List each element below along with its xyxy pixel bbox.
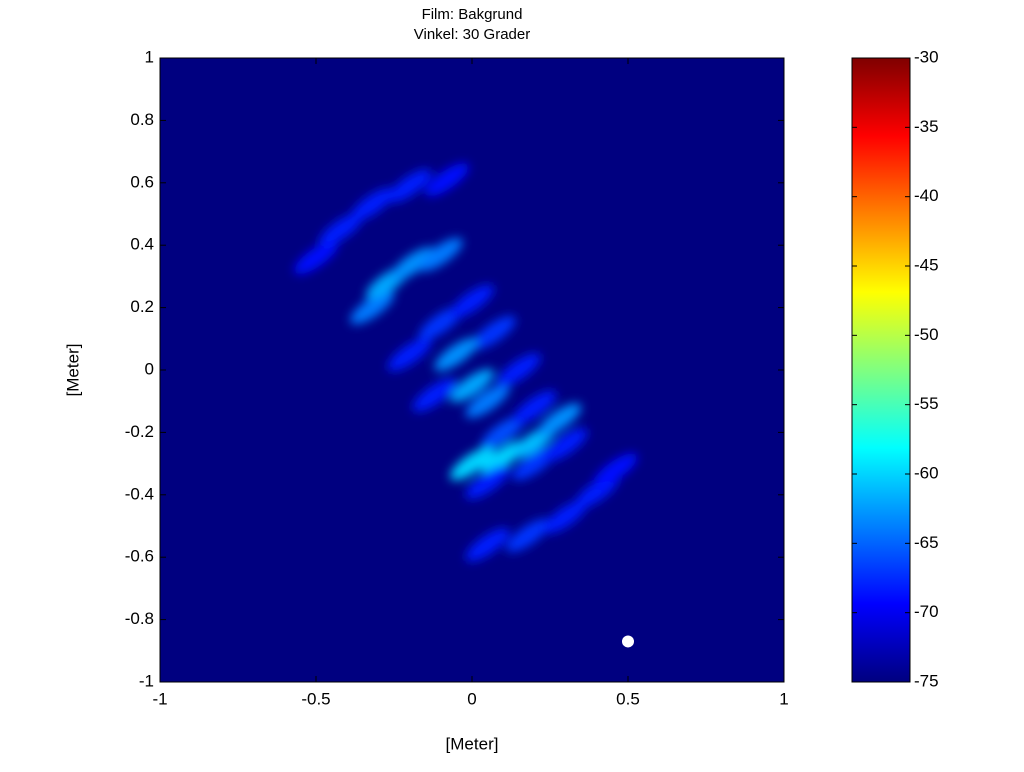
colorbar-tick-label: -70 [914,602,939,621]
y-tick-label: -0.8 [125,609,154,628]
y-tick-label: 0.6 [130,172,154,191]
colorbar-tick-label: -35 [914,117,939,136]
x-tick-label: 0.5 [616,689,640,708]
heat-spot [543,500,588,534]
heat-spot [390,247,435,281]
heat-spot [465,528,510,562]
heat-spot [425,163,469,197]
marker [622,635,634,648]
y-tick-label: -0.4 [125,484,154,503]
y-tick-label: 1 [145,47,154,66]
colorbar-tick-label: -75 [914,671,939,690]
colorbar-tick-label: -45 [914,255,939,274]
heat-spot [537,403,582,437]
heat-spot [465,465,510,499]
heat-spot [450,284,494,318]
colorbar-tick-label: -40 [914,186,939,205]
colorbar [851,57,911,683]
heat-spot [418,237,463,272]
heat-spot [387,337,432,372]
heat-spot [350,290,395,325]
heat-spot [506,518,551,552]
heat-spot [465,384,510,418]
colorbar-tick-label: -30 [914,47,939,66]
chart-title: Film: Bakgrund [422,6,523,23]
heat-spot [450,368,494,403]
y-tick-label: 0 [145,359,154,378]
y-axis-label: [Meter] [63,344,82,397]
heat-spot [496,353,541,387]
plot-background [160,58,784,682]
y-tick-label: 0.2 [130,297,154,316]
colorbar-tick-label: -60 [914,463,939,482]
heat-layer [294,163,638,562]
heat-spot [387,169,432,203]
x-axis-label: [Meter] [446,734,499,753]
heat-spot [593,453,638,487]
heat-spot [512,390,557,425]
heat-spot [319,212,363,247]
x-tick-label: 1 [779,689,788,708]
heat-spot [481,440,526,474]
x-tick-label: -1 [152,689,167,708]
y-tick-label: -0.6 [125,547,154,566]
y-tick-label: 0.8 [130,110,154,129]
y-tick-label: -0.2 [125,422,154,441]
colorbar-tick-label: -65 [914,533,939,552]
x-tick-label: -0.5 [301,689,330,708]
heat-spot [543,428,588,462]
heat-spot [412,378,457,412]
chart-subtitle: Vinkel: 30 Grader [414,26,530,43]
heat-spot [350,188,395,222]
colorbar-tick-label: -55 [914,394,939,413]
heat-spot [434,337,479,372]
y-tick-label: -1 [139,671,154,690]
heat-spot [481,415,526,450]
colorbar-tick-label: -50 [914,325,939,344]
heat-spot [450,446,494,481]
heat-spot [471,315,516,350]
y-tick-label: 0.4 [130,235,154,254]
x-tick-label: 0 [467,689,476,708]
heat-spot [294,241,338,275]
